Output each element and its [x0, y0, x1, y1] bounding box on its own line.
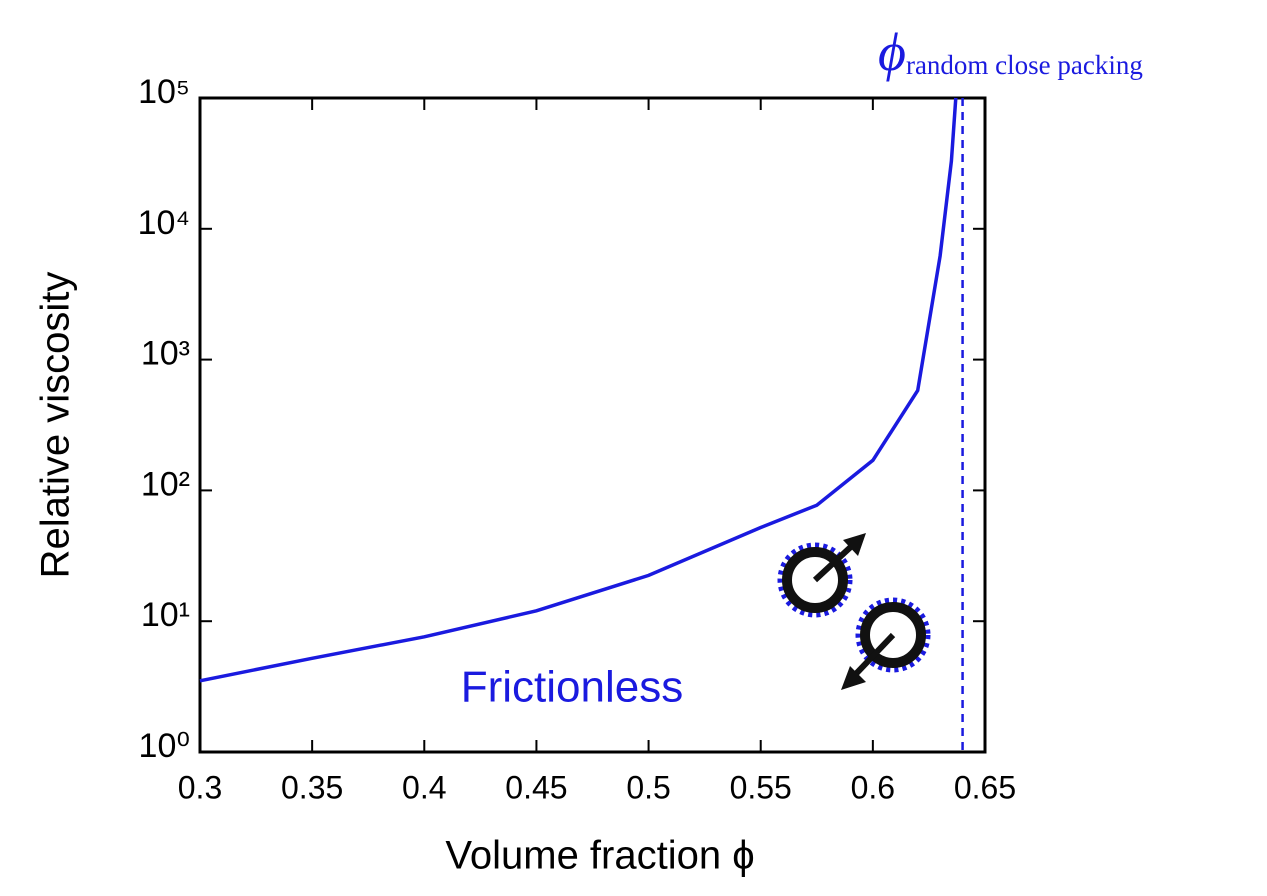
y-tick-label: 10³	[141, 335, 190, 373]
reference-subscript: random close packing	[906, 50, 1143, 80]
x-tick-label: 0.35	[281, 769, 343, 805]
y-axis-title: Relative viscosity	[34, 272, 78, 579]
y-tick-label: 10⁴	[138, 204, 190, 242]
x-tick-label: 0.55	[730, 769, 792, 805]
x-axis-title: Volume fraction ϕ	[445, 834, 754, 878]
reference-label: ϕrandom close packing	[878, 22, 1143, 82]
y-tick-label: 10¹	[141, 596, 190, 634]
x-tick-label: 0.45	[505, 769, 567, 805]
x-tick-label: 0.5	[626, 769, 670, 805]
x-tick-label: 0.65	[954, 769, 1016, 805]
plot-frame	[198, 96, 987, 754]
x-tick-label: 0.4	[402, 769, 446, 805]
y-tick-label: 10⁵	[138, 73, 190, 111]
x-tick-label: 0.6	[851, 769, 895, 805]
data-line	[199, 97, 958, 683]
reference-symbol: ϕ	[878, 22, 906, 82]
series-label: Frictionless	[461, 663, 684, 712]
y-tick-label: 10⁰	[139, 727, 190, 765]
x-tick-label: 0.3	[178, 769, 222, 805]
y-tick-label: 10²	[141, 465, 190, 503]
particle-icons	[777, 533, 931, 690]
